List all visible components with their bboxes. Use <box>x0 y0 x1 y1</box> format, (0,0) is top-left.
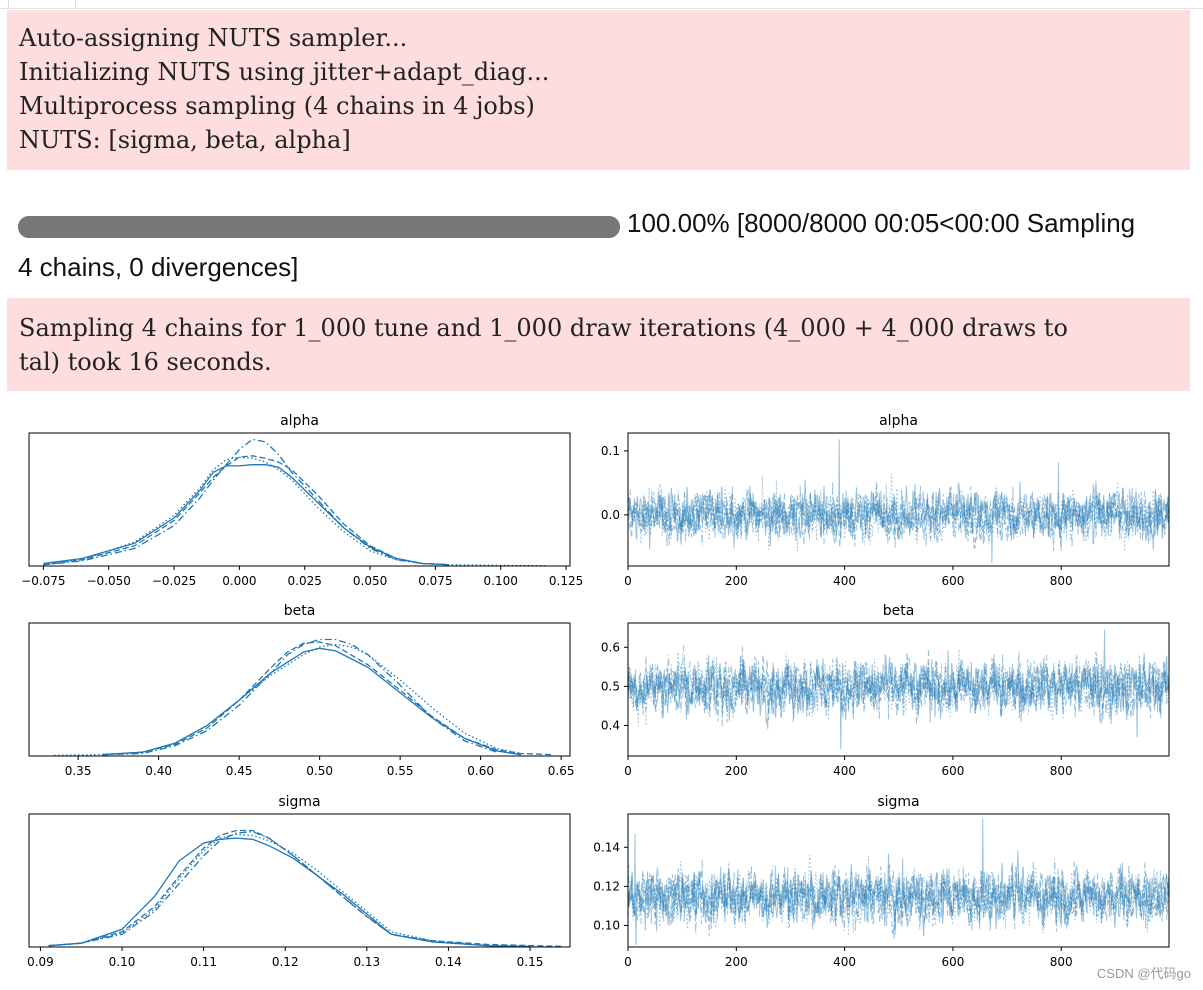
plot-title-beta: beta <box>284 603 316 619</box>
x-tick-label: 0.12 <box>272 955 299 969</box>
plot-title-alpha: alpha <box>879 413 918 429</box>
x-tick-label: 0.65 <box>548 764 575 778</box>
x-tick-label: 0.000 <box>222 574 256 588</box>
plot-title-sigma: sigma <box>877 794 919 810</box>
x-tick-label: 0.125 <box>549 574 583 588</box>
kde-curve-alpha-chain-3 <box>43 456 548 567</box>
watermark: CSDN @代码go <box>1096 966 1191 981</box>
y-tick-label: 0.14 <box>593 840 620 854</box>
plot-title-alpha: alpha <box>280 413 319 429</box>
kde-curve-sigma-chain-0 <box>48 837 531 948</box>
x-tick-label: 0.55 <box>387 764 414 778</box>
y-tick-label: 0.0 <box>601 508 620 522</box>
stderr-output-2: Sampling 4 chains for 1_000 tune and 1_0… <box>7 298 1190 391</box>
x-tick-label: 0.13 <box>353 955 380 969</box>
stderr-line: tal) took 16 seconds. <box>19 348 272 376</box>
x-tick-label: 0.11 <box>190 955 217 969</box>
plot-frame-sigma <box>627 813 1170 948</box>
plot-frame-sigma <box>28 813 571 948</box>
y-tick-label: 0.10 <box>593 918 620 932</box>
kde-curve-beta-chain-1 <box>102 641 554 756</box>
x-tick-label: 0.09 <box>27 955 54 969</box>
trace-line-beta-chain-1 <box>627 648 1170 722</box>
x-tick-label: 0 <box>624 764 632 778</box>
x-tick-label: 200 <box>725 574 748 588</box>
plot-title-beta: beta <box>883 603 915 619</box>
kde-curve-beta-chain-3 <box>53 643 522 757</box>
x-tick-label: 0.14 <box>435 955 462 969</box>
stderr-line: Sampling 4 chains for 1_000 tune and 1_0… <box>19 314 1068 342</box>
progress-status-text-2: 4 chains, 0 divergences] <box>18 252 299 282</box>
x-tick-label: 400 <box>833 955 856 969</box>
x-tick-label: 800 <box>1050 574 1073 588</box>
x-tick-label: 0.60 <box>467 764 494 778</box>
trace-line-sigma-chain-2 <box>627 858 1170 934</box>
x-tick-label: 0.050 <box>353 574 387 588</box>
trace-line-sigma-chain-3 <box>627 854 1170 937</box>
x-tick-label: 200 <box>725 764 748 778</box>
trace-line-beta-chain-2 <box>627 645 1170 727</box>
trace-line-alpha-chain-3 <box>627 473 1170 552</box>
x-tick-label: 0.025 <box>288 574 322 588</box>
y-tick-label: 0.1 <box>601 444 620 458</box>
y-tick-label: 0.12 <box>593 879 620 893</box>
x-tick-label: 400 <box>833 574 856 588</box>
x-tick-label: 0.100 <box>484 574 518 588</box>
stderr-line: Multiprocess sampling (4 chains in 4 job… <box>19 92 535 120</box>
stderr-line: Initializing NUTS using jitter+adapt_dia… <box>19 58 550 86</box>
x-tick-label: 600 <box>941 574 964 588</box>
trace-plot-figure: alpha−0.075 −0.050 −0.025 0.000 0.025 0.050 0.… <box>21 413 1170 969</box>
x-tick-label: 0.075 <box>418 574 452 588</box>
x-tick-label: 0.50 <box>306 764 333 778</box>
x-tick-label: 0.45 <box>226 764 253 778</box>
x-tick-label: 800 <box>1050 764 1073 778</box>
kde-curve-beta-chain-2 <box>102 638 497 756</box>
x-tick-label: 600 <box>941 764 964 778</box>
stderr-output-1: Auto-assigning NUTS sampler... Initializ… <box>7 10 1190 170</box>
progress-fill <box>18 216 620 238</box>
x-tick-label: 0 <box>624 955 632 969</box>
previous-cell-edge <box>0 0 1203 9</box>
plot-frame-alpha <box>28 432 571 567</box>
trace-line-beta-chain-3 <box>627 649 1170 727</box>
plot-title-sigma: sigma <box>278 794 320 810</box>
x-tick-label: 0.10 <box>109 955 136 969</box>
trace-line-alpha-chain-2 <box>627 481 1170 548</box>
prompt-area <box>8 0 76 8</box>
x-tick-label: 600 <box>941 955 964 969</box>
plot-frame-alpha <box>627 432 1170 567</box>
kde-curve-alpha-chain-0 <box>43 464 449 566</box>
y-tick-label: 0.5 <box>601 679 620 693</box>
stderr-line: NUTS: [sigma, beta, alpha] <box>19 126 351 154</box>
trace-line-alpha-chain-0 <box>627 439 1170 563</box>
x-tick-label: −0.050 <box>87 574 131 588</box>
y-tick-label: 0.6 <box>601 640 620 654</box>
kde-curve-sigma-chain-2 <box>48 831 490 947</box>
kde-curve-alpha-chain-2 <box>43 438 449 566</box>
kde-curve-beta-chain-0 <box>102 647 522 756</box>
kde-curve-alpha-chain-1 <box>43 455 449 566</box>
y-tick-label: 0.4 <box>601 718 620 732</box>
trace-line-sigma-chain-1 <box>627 859 1170 939</box>
trace-line-beta-chain-0 <box>627 629 1170 750</box>
x-tick-label: 200 <box>725 955 748 969</box>
plot-frame-beta <box>28 622 571 757</box>
x-tick-label: 0.40 <box>145 764 172 778</box>
kde-curve-sigma-chain-1 <box>48 829 563 948</box>
x-tick-label: 0.35 <box>65 764 92 778</box>
trace-line-sigma-chain-0 <box>627 817 1170 946</box>
trace-line-alpha-chain-1 <box>627 481 1170 552</box>
plot-frame-beta <box>627 622 1170 757</box>
progress-status-text: 100.00% [8000/8000 00:05<00:00 Sampling <box>627 208 1136 238</box>
x-tick-label: 0.15 <box>517 955 544 969</box>
x-tick-label: 400 <box>833 764 856 778</box>
x-tick-label: 0 <box>624 574 632 588</box>
x-tick-label: −0.075 <box>21 574 65 588</box>
kde-curve-sigma-chain-3 <box>48 833 490 947</box>
stderr-line: Auto-assigning NUTS sampler... <box>19 24 408 52</box>
x-tick-label: 800 <box>1050 955 1073 969</box>
progress-bar <box>18 216 620 238</box>
x-tick-label: −0.025 <box>152 574 196 588</box>
